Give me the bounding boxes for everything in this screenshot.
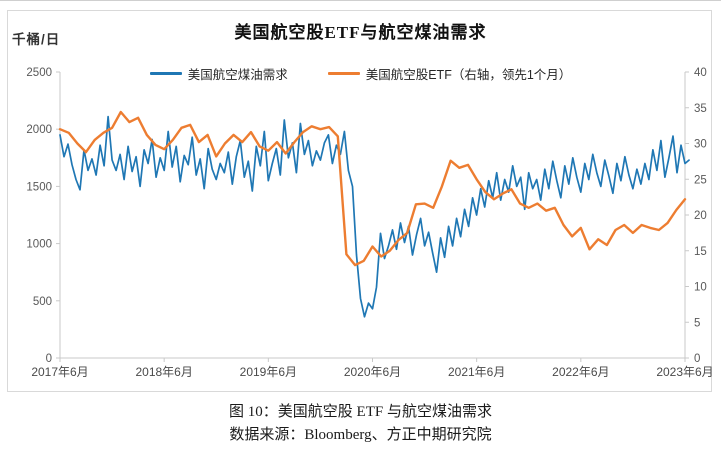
left-axis-tick-label: 2000 <box>26 124 52 136</box>
right-axis-tick-label: 40 <box>694 67 707 79</box>
chart-legend: 美国航空煤油需求 美国航空股ETF（右轴，领先1个月） <box>0 64 721 83</box>
figure-caption: 图 10：美国航空股 ETF 与航空煤油需求 数据来源：Bloomberg、方正… <box>0 401 721 448</box>
legend-line-swatch-orange <box>327 72 360 75</box>
x-axis-tick-label: 2019年6月 <box>240 365 297 379</box>
legend-line-swatch-blue <box>149 72 182 75</box>
legend-item-airline-etf: 美国航空股ETF（右轴，领先1个月） <box>327 64 572 83</box>
right-axis-tick-label: 0 <box>694 353 700 365</box>
x-axis-tick-label: 2022年6月 <box>552 365 609 379</box>
x-axis-tick-label: 2018年6月 <box>135 365 192 379</box>
legend-label-jet-fuel-demand: 美国航空煤油需求 <box>187 68 288 82</box>
x-axis-tick-label: 2017年6月 <box>31 365 88 379</box>
series-line-airline-etf <box>58 110 687 267</box>
legend-label-airline-etf: 美国航空股ETF（右轴，领先1个月） <box>365 68 572 82</box>
left-axis-tick-label: 1000 <box>26 239 52 251</box>
left-axis-tick-label: 500 <box>33 296 52 308</box>
chart-title: 美国航空股ETF与航空煤油需求 <box>234 23 487 42</box>
x-axis-tick-label: 2021年6月 <box>448 365 505 379</box>
x-axis-tick-label: 2023年6月 <box>656 365 713 379</box>
series-line-jet-fuel-demand <box>59 115 690 318</box>
left-axis-tick-label: 1500 <box>26 181 52 193</box>
right-axis-tick-label: 20 <box>694 210 707 222</box>
left-axis-unit-label: 千桶/日 <box>12 32 61 47</box>
right-axis-tick-label: 35 <box>694 103 707 115</box>
right-axis-tick-label: 15 <box>694 246 707 258</box>
x-axis-tick-label: 2020年6月 <box>344 365 401 379</box>
left-axis-tick-label: 0 <box>46 353 52 365</box>
right-axis-tick-label: 10 <box>694 282 707 294</box>
document-top-divider <box>0 0 721 1</box>
right-axis-tick-label: 30 <box>694 139 707 151</box>
right-axis-tick-label: 5 <box>694 317 700 329</box>
caption-title: 图 10：美国航空股 ETF 与航空煤油需求 <box>229 404 492 420</box>
right-axis-tick-label: 25 <box>694 174 707 186</box>
plot-svg: 0 500 1000 1500 2000 2500 0 5 10 15 20 25 30 35 40 2017… <box>26 67 713 379</box>
legend-item-jet-fuel-demand: 美国航空煤油需求 <box>149 64 288 83</box>
left-axis-tick-label: 2500 <box>26 67 52 79</box>
caption-source: 数据来源：Bloomberg、方正中期研究院 <box>229 427 492 444</box>
